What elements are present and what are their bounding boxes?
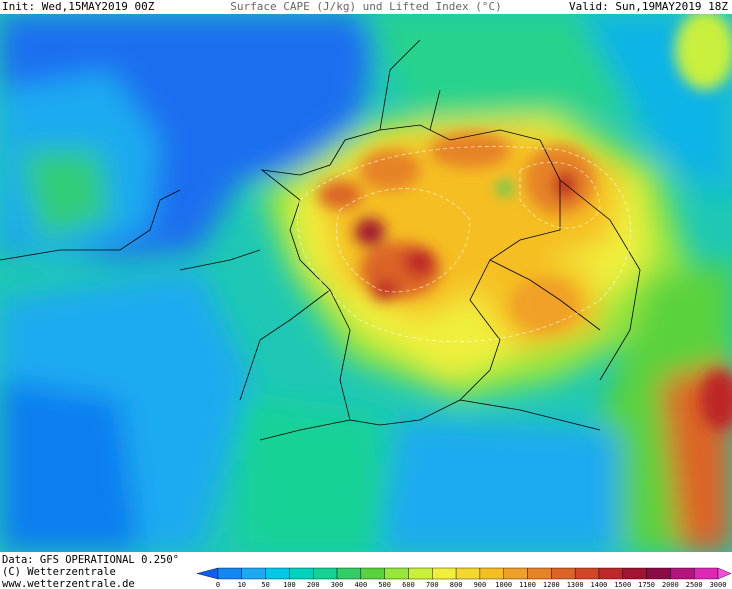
legend-swatch xyxy=(408,567,433,580)
website: www.wetterzentrale.de xyxy=(2,578,135,589)
legend-swatch xyxy=(479,567,504,580)
legend-label: 400 xyxy=(355,581,368,589)
legend-swatch xyxy=(455,567,481,580)
legend-label: 1200 xyxy=(543,581,560,589)
legend-swatch xyxy=(217,567,243,580)
legend-swatch xyxy=(693,567,719,580)
legend-label: 800 xyxy=(450,581,463,589)
legend-label: 3000 xyxy=(710,581,727,589)
legend-swatch xyxy=(503,567,528,580)
data-source: Data: GFS OPERATIONAL 0.250° xyxy=(2,554,179,566)
legend-swatch xyxy=(384,567,409,580)
valid-time: Valid: Sun,19MAY2019 18Z xyxy=(569,0,728,13)
legend-label: 1100 xyxy=(519,581,536,589)
legend-arrow xyxy=(717,567,732,580)
legend-label: 900 xyxy=(474,581,487,589)
color-legend: 0 10 50 100 200 300 400 500 600 700 800 900 1000 1100… xyxy=(196,567,732,589)
legend-label: 2500 xyxy=(686,581,703,589)
legend-label: 1300 xyxy=(567,581,584,589)
legend-label: 200 xyxy=(307,581,320,589)
copyright: (C) Wetterzentrale xyxy=(2,566,116,578)
legend-swatch xyxy=(289,567,314,580)
legend-swatch xyxy=(313,567,338,580)
legend-label: 1750 xyxy=(638,581,655,589)
legend-swatch xyxy=(574,567,600,580)
legend-swatch xyxy=(432,567,457,580)
legend-swatch xyxy=(646,567,671,580)
legend-label: 10 xyxy=(238,581,246,589)
legend-swatch xyxy=(551,567,576,580)
map xyxy=(0,14,732,552)
legend-swatch xyxy=(241,567,266,580)
legend-label: 100 xyxy=(283,581,296,589)
legend-swatch xyxy=(336,567,362,580)
legend-swatch xyxy=(622,567,647,580)
init-time: Init: Wed,15MAY2019 00Z xyxy=(2,0,155,13)
legend-swatch xyxy=(670,567,695,580)
legend-swatch xyxy=(598,567,623,580)
legend-label: 1500 xyxy=(614,581,631,589)
legend-swatch xyxy=(527,567,552,580)
legend-swatch xyxy=(360,567,385,580)
legend-label: 500 xyxy=(378,581,391,589)
legend-swatch xyxy=(265,567,290,580)
legend-label: 2000 xyxy=(662,581,679,589)
legend-label: 700 xyxy=(426,581,439,589)
legend-label: 300 xyxy=(331,581,344,589)
legend-label: 600 xyxy=(402,581,415,589)
legend-label: 50 xyxy=(261,581,269,589)
map-title: Surface CAPE (J/kg) und Lifted Index (°C… xyxy=(230,0,502,13)
borders xyxy=(0,39,641,441)
legend-arrow xyxy=(196,567,219,580)
legend-label: 0 xyxy=(216,581,220,589)
legend-label: 1400 xyxy=(591,581,608,589)
legend-label: 1000 xyxy=(495,581,512,589)
